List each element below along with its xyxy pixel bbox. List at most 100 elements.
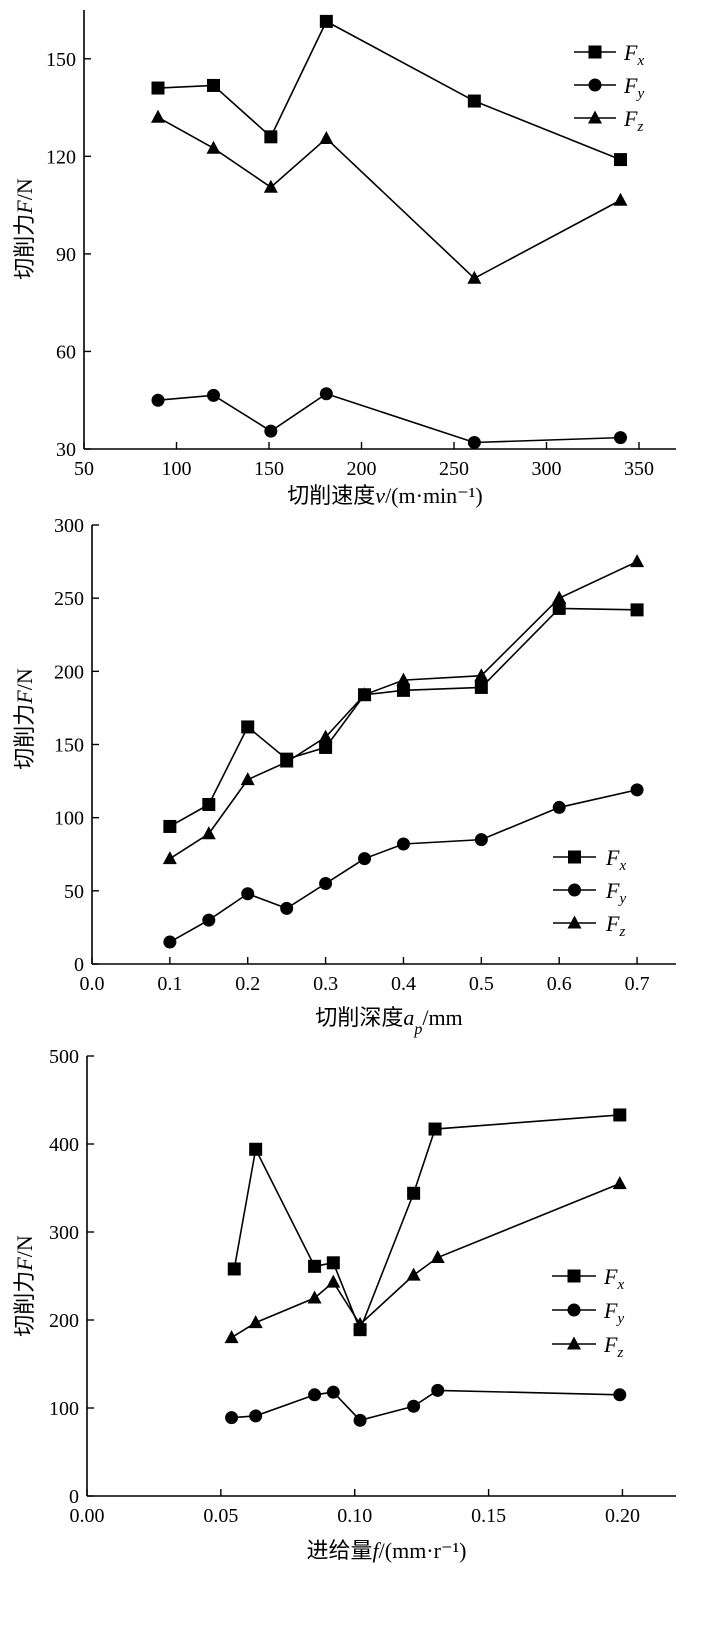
data-point-fy	[207, 388, 220, 402]
series-fx	[163, 601, 644, 833]
data-point-fz	[162, 851, 177, 865]
data-point-fz	[326, 1274, 341, 1288]
series-line-fz	[169, 560, 638, 860]
data-point-fx	[552, 601, 566, 615]
legend-marker	[567, 1336, 581, 1350]
series-line-fx	[169, 607, 638, 828]
x-tick-label: 0.2	[235, 973, 260, 995]
x-tick-label: 0.7	[625, 973, 650, 995]
legend-item-fy: Fy	[553, 878, 626, 907]
data-point-fz	[630, 554, 645, 568]
legend-label: Fy	[623, 73, 644, 102]
x-tick-label: 0.6	[547, 973, 572, 995]
data-point-fx	[151, 81, 165, 95]
data-point-fx	[396, 683, 410, 697]
series-line-fy	[157, 392, 621, 444]
data-point-fx	[308, 1259, 322, 1273]
series-fy	[163, 783, 644, 949]
y-tick-label: 300	[54, 515, 84, 537]
y-tick-label: 400	[49, 1134, 79, 1156]
chart-1: 50 100 150 200 250 300 350306090120150切削速度v/(m…	[12, 10, 676, 508]
data-point-fy	[396, 837, 410, 851]
y-tick-label: 90	[56, 244, 76, 266]
x-tick-label: 350	[624, 458, 654, 480]
data-point-fz	[201, 826, 216, 840]
data-point-fz	[248, 1315, 263, 1329]
legend-item-fz: Fz	[574, 106, 643, 135]
legend-item-fz: Fz	[552, 1332, 623, 1361]
y-tick-label: 150	[46, 49, 76, 71]
data-point-fy	[613, 1388, 627, 1402]
data-point-fz	[552, 590, 567, 604]
series-fy	[151, 387, 627, 449]
data-point-fx	[613, 1108, 627, 1122]
data-point-fy	[280, 901, 294, 915]
legend-item-fy: Fy	[574, 73, 644, 102]
data-point-fy	[614, 431, 627, 445]
data-point-fy	[163, 935, 177, 949]
data-point-fx	[630, 603, 644, 617]
data-point-fx	[467, 94, 481, 108]
y-tick-label: 120	[46, 146, 76, 168]
data-point-fx	[407, 1186, 421, 1200]
data-point-fx	[428, 1122, 442, 1136]
data-point-fy	[264, 424, 278, 438]
y-axis-label: 切削力F/N	[12, 1235, 37, 1337]
data-point-fy	[358, 852, 372, 866]
legend-item-fy: Fy	[552, 1298, 624, 1327]
y-tick-label: 0	[69, 1486, 79, 1508]
data-point-fz	[224, 1330, 239, 1344]
x-tick-label: 100	[162, 458, 192, 480]
y-tick-label: 200	[49, 1310, 79, 1332]
series-fx	[151, 14, 627, 167]
legend-label: Fx	[605, 845, 626, 874]
data-point-fz	[613, 192, 628, 206]
data-point-fy	[431, 1383, 445, 1397]
x-tick-label: 0.1	[157, 973, 182, 995]
legend-marker	[567, 1303, 581, 1317]
x-tick-label: 0.3	[313, 973, 338, 995]
data-point-fy	[353, 1413, 367, 1427]
y-tick-label: 250	[54, 588, 84, 610]
legend-label: Fz	[623, 106, 643, 135]
x-tick-label: 0.00	[70, 1505, 105, 1527]
data-point-fx	[326, 1256, 340, 1270]
legend-label: Fx	[623, 40, 644, 69]
data-point-fz	[151, 109, 165, 123]
chart-2: 0.0 0.1 0.2 0.3 0.4 0.5 0.6 0.7 0 50 100 150 200 250 3…	[12, 515, 676, 1038]
x-tick-label: 300	[532, 458, 562, 480]
legend-marker	[567, 1269, 581, 1283]
x-tick-label: 50	[74, 458, 94, 480]
data-point-fy	[552, 800, 566, 814]
x-axis-label: 切削速度v/(m·min⁻¹)	[287, 483, 482, 508]
data-point-fx	[163, 819, 177, 833]
legend-marker	[567, 915, 582, 929]
y-tick-label: 0	[74, 954, 84, 976]
x-tick-label: 0.10	[337, 1505, 372, 1527]
y-axis-label: 切削力F/N	[12, 178, 37, 280]
legend: Fx Fy Fz	[574, 40, 644, 135]
data-point-fy	[407, 1399, 421, 1413]
y-tick-label: 50	[64, 881, 84, 903]
legend-label: Fy	[605, 878, 626, 907]
data-point-fx	[227, 1262, 241, 1276]
x-tick-label: 0.05	[203, 1505, 238, 1527]
legend-marker	[588, 45, 602, 59]
legend-item-fx: Fx	[574, 40, 644, 69]
data-point-fz	[263, 179, 278, 193]
data-point-fz	[318, 729, 333, 743]
legend-item-fz: Fz	[553, 911, 625, 940]
data-point-fz	[474, 668, 489, 682]
legend-item-fx: Fx	[552, 1264, 624, 1293]
data-point-fz	[430, 1250, 445, 1264]
y-tick-label: 200	[54, 661, 84, 683]
y-tick-label: 60	[56, 341, 76, 363]
legend-marker	[588, 110, 602, 124]
x-tick-label: 200	[347, 458, 377, 480]
chart-3: 0.00 0.05 0.10 0.15 0.20 0 100 200 300 400 500 进给量f…	[12, 1046, 676, 1563]
legend: Fx Fy Fz	[552, 1264, 624, 1361]
series-line-fy	[231, 1389, 620, 1422]
x-axis-label: 进给量f/(mm·r⁻¹)	[307, 1538, 467, 1563]
data-point-fy	[241, 887, 255, 901]
